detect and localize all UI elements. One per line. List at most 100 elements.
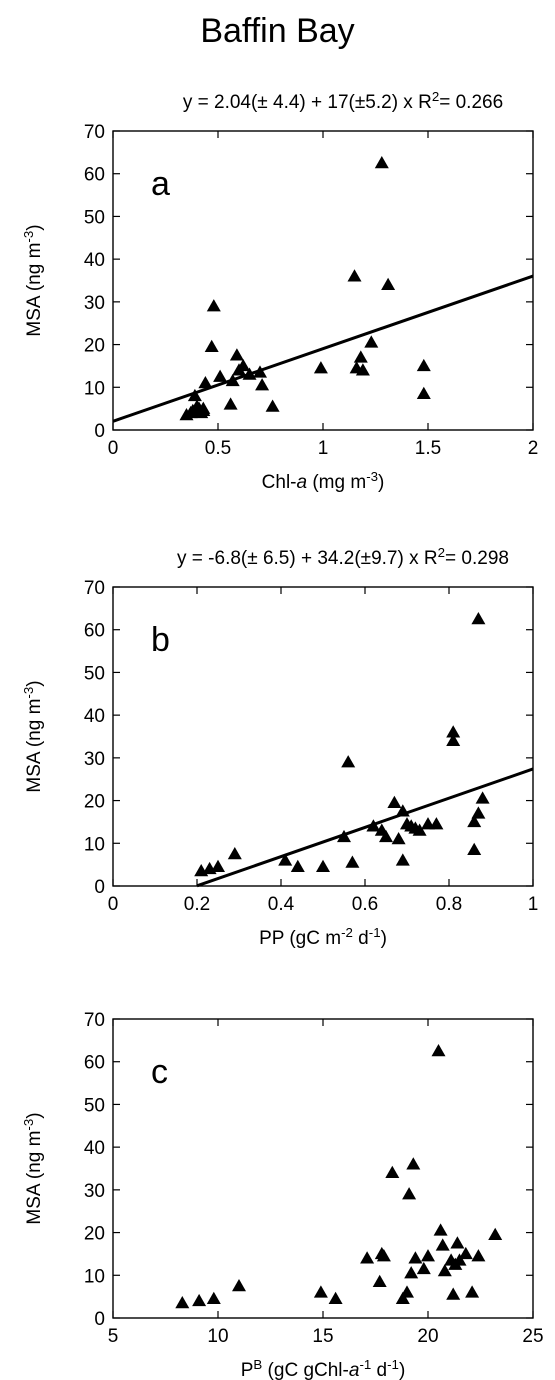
data-point: [355, 363, 370, 376]
x-tick-label: 0.6: [352, 894, 378, 915]
data-point: [471, 1249, 486, 1262]
data-point: [213, 369, 228, 382]
data-point: [395, 853, 410, 866]
y-tick-label: 10: [84, 378, 105, 399]
data-point: [290, 859, 305, 873]
x-tick-label: 0: [108, 438, 119, 459]
data-point: [236, 358, 251, 372]
x-tick-label: 5: [108, 1326, 119, 1347]
data-point: [429, 817, 444, 830]
y-tick-label: 30: [84, 749, 105, 770]
plot-frame: [112, 130, 534, 431]
data-point: [446, 725, 461, 738]
y-tick-label: 20: [84, 792, 105, 813]
data-point: [435, 1238, 450, 1251]
y-tick-label: 40: [84, 1138, 105, 1159]
x-tick-label: 10: [207, 1326, 228, 1347]
y-tick-label: 70: [84, 1010, 105, 1031]
data-point: [198, 376, 213, 389]
data-point: [471, 612, 486, 625]
y-tick-label: 40: [84, 250, 105, 271]
data-point: [341, 755, 356, 768]
y-tick-label: 0: [94, 421, 105, 442]
x-tick-label: 0.5: [205, 438, 231, 459]
data-point: [313, 1285, 328, 1298]
chart-panel-c: 0 10 20 30 40 50 60 70 5 10 15 20 25 MSA (ng m-3) PB (…: [21, 1010, 544, 1380]
data-point: [229, 348, 244, 361]
y-tick-label: 60: [84, 1053, 105, 1074]
data-point: [192, 1293, 207, 1307]
data-point: [408, 1251, 423, 1264]
data-point: [433, 1223, 448, 1236]
x-tick-label: 25: [522, 1326, 543, 1347]
y-tick-label: 40: [84, 706, 105, 727]
data-point: [446, 1287, 461, 1300]
chart-panel-a: 0 10 20 30 40 50 60 70 0 0.5 1 1.5 2 MSA (ng m-3) Chl-…: [21, 89, 539, 494]
y-tick-label: 0: [94, 1309, 105, 1330]
data-point: [175, 1296, 190, 1309]
data-point: [255, 378, 270, 391]
data-point: [421, 1249, 435, 1262]
data-point: [475, 791, 490, 804]
y-tick-label: 50: [84, 207, 105, 228]
y-tick-label: 50: [84, 1095, 105, 1116]
plot-frame: [112, 1018, 534, 1319]
data-point: [265, 399, 280, 412]
y-tick-label: 0: [94, 877, 105, 898]
data-point: [196, 401, 211, 414]
x-tick-label: 1: [528, 894, 539, 915]
y-tick-label: 50: [84, 663, 105, 684]
data-point: [253, 365, 267, 378]
y-axis-label: MSA (ng m-3): [21, 224, 46, 336]
data-point: [395, 1291, 410, 1305]
plot-frame: [112, 586, 534, 887]
data-point: [446, 733, 461, 747]
y-axis-label: MSA (ng m-3): [21, 1112, 46, 1224]
fit-line: [196, 767, 534, 888]
data-point: [400, 1285, 414, 1298]
data-point: [391, 832, 406, 845]
x-axis-label: PP (gC m-2 d-1): [259, 925, 387, 950]
fit-line: [112, 274, 534, 423]
x-axis-label: Chl-a (mg m-3): [262, 469, 385, 494]
data-point: [204, 339, 219, 352]
data-point: [387, 795, 402, 808]
y-tick-label: 10: [84, 834, 105, 855]
data-point: [416, 358, 431, 372]
data-point: [404, 1266, 419, 1279]
panel-label: b: [151, 621, 170, 659]
data-point: [467, 842, 482, 855]
x-tick-label: 2: [528, 438, 539, 459]
data-point: [206, 1291, 221, 1305]
data-point: [450, 1236, 465, 1249]
regression-equation: y = 2.04(± 4.4) + 17(±5.2) x R2= 0.266: [183, 89, 503, 114]
data-point: [395, 804, 410, 817]
data-point: [488, 1227, 503, 1240]
regression-equation: y = -6.8(± 6.5) + 34.2(±9.7) x R2= 0.298: [177, 545, 509, 570]
y-tick-label: 70: [84, 122, 105, 143]
data-point: [364, 335, 379, 348]
data-point: [278, 853, 293, 866]
data-point: [452, 1253, 467, 1266]
panel-label: a: [151, 165, 170, 203]
y-tick-label: 20: [84, 336, 105, 357]
data-point: [232, 1278, 246, 1292]
data-point: [458, 1246, 473, 1260]
data-point: [313, 361, 328, 374]
x-tick-label: 15: [312, 1326, 333, 1347]
data-point: [211, 859, 225, 873]
chart-panel-b: 0 10 20 30 40 50 60 70 0 0.2 0.4 0.6 0.8 1 MSA (ng m-3…: [21, 545, 539, 950]
x-tick-label: 1.5: [415, 438, 441, 459]
data-point: [187, 388, 202, 402]
data-point: [227, 846, 242, 860]
x-axis-label: PB (gC gChl-a-1 d-1): [241, 1357, 406, 1380]
data-point: [431, 1044, 446, 1057]
data-point: [406, 1157, 421, 1170]
data-point: [347, 269, 362, 282]
data-point: [385, 1165, 400, 1179]
data-point: [437, 1264, 452, 1277]
x-tick-label: 0.2: [184, 894, 210, 915]
data-point: [416, 1261, 431, 1275]
